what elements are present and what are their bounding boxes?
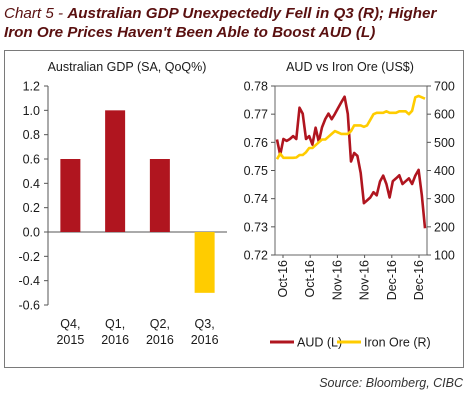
aud-right-tick-label: 600 [434,108,455,122]
gdp-x-label: 2016 [101,333,129,347]
aud-x-tick-label: Oct-16 [276,260,290,298]
gdp-bar [194,232,215,293]
gdp-y-tick-label: -0.6 [18,299,40,313]
aud-x-tick-label: Nov-16 [358,260,372,300]
gdp-x-label: Q4, [60,317,80,331]
gdp-x-label: Q1, [105,317,125,331]
gdp-y-tick-label: 0.2 [23,201,40,215]
aud-left-tick-label: 0.77 [244,108,268,122]
aud-x-tick-label: Oct-16 [303,260,317,298]
gdp-y-tick-label: 1.0 [23,104,40,118]
gdp-x-label: Q2, [150,317,170,331]
aud-left-tick-label: 0.73 [244,220,268,234]
chart-headline: Australian GDP Unexpectedly Fell in Q3 (… [4,5,437,41]
aud-chart-title: AUD vs Iron Ore (US$) [286,60,414,74]
aud-x-tick-label: Dec-16 [385,260,399,300]
gdp-bar [105,110,126,232]
gdp-bar [60,159,81,232]
gdp-y-tick-label: 0.0 [23,226,40,240]
aud-left-tick-label: 0.78 [244,80,268,94]
aud-right-tick-label: 300 [434,192,455,206]
gdp-y-tick-label: 0.4 [23,177,40,191]
chart-frame [4,50,464,368]
iron-ore-series-line [275,94,426,160]
gdp-x-label: Q3, [195,317,215,331]
gdp-y-tick-label: -0.4 [18,274,40,288]
aud-right-tick-label: 100 [434,249,455,263]
aud-right-tick-label: 200 [434,220,455,234]
gdp-bar-chart: 1.2 1.0 0.8 0.6 0.4 0.2 0.0 -0.2 -0.4 -0.6 Q4, 2015… [18,80,227,347]
gdp-y-tick-label: 0.8 [23,128,40,142]
gdp-y-tick-label: 0.6 [23,153,40,167]
aud-legend-label: AUD (L) [297,336,342,350]
chart-title: Chart 5 - Australian GDP Unexpectedly Fe… [4,4,469,42]
gdp-x-label: 2015 [56,333,84,347]
aud-right-tick-label: 400 [434,164,455,178]
aud-iron-line-chart: 0.78 0.77 0.76 0.75 0.74 0.73 0.72 700 600 500 400… [244,80,455,301]
gdp-x-label: 2016 [191,333,219,347]
aud-series-line [275,95,427,229]
aud-right-tick-label: 700 [434,80,455,94]
chart-number: Chart 5 - [4,5,68,22]
aud-left-tick-label: 0.74 [244,192,268,206]
gdp-y-tick-label: -0.2 [18,250,40,264]
aud-x-tick-label: Dec-16 [412,260,426,300]
gdp-chart-title: Australian GDP (SA, QoQ%) [48,60,207,74]
legend: AUD (L) Iron Ore (R) [270,336,431,350]
aud-left-tick-label: 0.75 [244,164,268,178]
gdp-bar [149,159,170,232]
aud-left-tick-label: 0.76 [244,136,268,150]
aud-right-tick-label: 500 [434,136,455,150]
aud-x-tick-label: Nov-16 [330,260,344,300]
iron-ore-legend-label: Iron Ore (R) [364,336,431,350]
gdp-x-label: 2016 [146,333,174,347]
aud-left-tick-label: 0.72 [244,249,268,263]
gdp-y-tick-label: 1.2 [23,80,40,94]
source-note: Source: Bloomberg, CIBC [319,376,463,390]
